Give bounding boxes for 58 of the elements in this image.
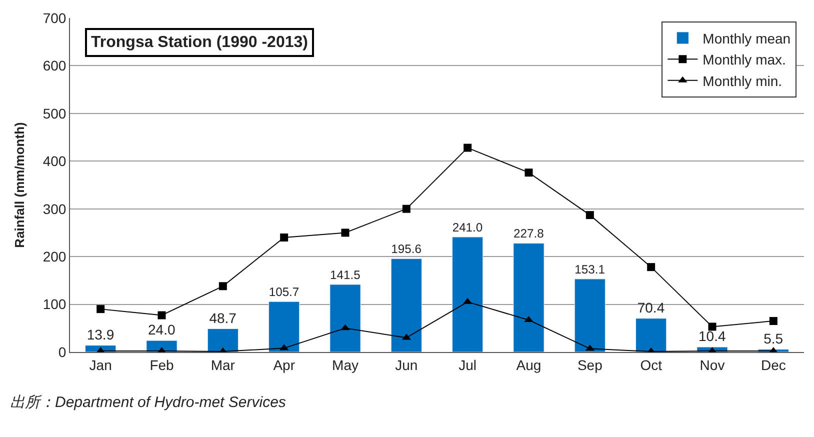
point [402, 204, 410, 213]
bar [390, 258, 422, 352]
data-label: 153.1 [574, 262, 606, 276]
point [769, 316, 778, 325]
text: 出所：Department of Hydro-met Services [10, 394, 286, 411]
x-tick-label: Feb [150, 356, 174, 373]
data-label: 241.0 [452, 220, 483, 234]
data-label: 227.8 [513, 226, 544, 241]
x-tick-label: Dec [760, 356, 786, 373]
bar [636, 318, 667, 352]
bar [207, 328, 238, 352]
y-tick-label: 500 [42, 105, 66, 122]
bar [574, 278, 606, 352]
data-label: 13.9 [86, 326, 114, 342]
data-label: 10.4 [698, 328, 726, 344]
data-label: 141.5 [330, 268, 361, 282]
point [586, 211, 594, 220]
data-label: 24.0 [148, 322, 176, 338]
x-tick-label: Oct [640, 356, 662, 373]
bar [513, 243, 544, 352]
y-tick-label: 300 [42, 200, 66, 217]
x-tick-label: Mar [210, 356, 236, 373]
x-tick-label: Apr [273, 356, 296, 373]
point [96, 305, 105, 314]
point [158, 311, 166, 320]
x-tick-label: Jun [395, 356, 418, 373]
x-tick-label: May [332, 356, 358, 373]
y-tick-label: 400 [42, 153, 66, 170]
point [341, 228, 350, 237]
y-tick-label: 100 [42, 296, 66, 312]
y-tick-label: 200 [42, 248, 66, 264]
legend-label: Monthly mean [702, 30, 791, 46]
point [708, 322, 716, 331]
point [524, 168, 533, 177]
y-tick-label: 600 [42, 58, 66, 74]
bar [330, 284, 361, 352]
data-label: 5.5 [764, 330, 784, 346]
point [464, 144, 472, 152]
text: Trongsa Station (1990 -2013) [91, 34, 308, 51]
data-label: 105.7 [268, 284, 300, 299]
x-tick-label: Jul [458, 356, 477, 373]
x-tick-label: Aug [516, 356, 542, 373]
data-label: 48.7 [209, 310, 237, 326]
point [218, 282, 227, 290]
legend-label: Monthly min. [702, 72, 782, 89]
bar [452, 236, 484, 352]
legend-label: Monthly max. [702, 52, 786, 68]
bar [268, 301, 300, 352]
data-label: 70.4 [637, 299, 665, 316]
y-tick-label: 700 [42, 10, 66, 26]
point [647, 263, 656, 272]
y-tick-label: 0 [58, 344, 66, 360]
x-tick-label: Sep [577, 356, 603, 373]
data-label: 195.6 [391, 242, 422, 256]
y-axis-title: Rainfall (mm/month) [12, 122, 27, 248]
point [280, 233, 288, 242]
x-tick-label: Jan [89, 356, 112, 373]
x-tick-label: Nov [700, 356, 725, 373]
